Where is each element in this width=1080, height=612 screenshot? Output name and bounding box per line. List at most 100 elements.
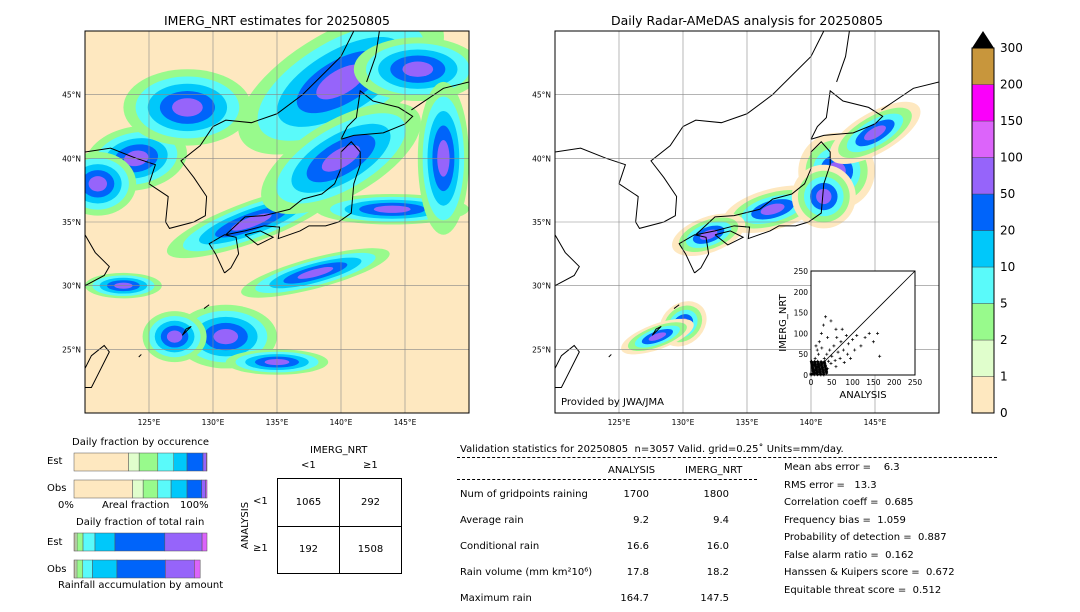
fraction-segment bbox=[157, 479, 172, 499]
occ-est-label: Est bbox=[47, 456, 63, 467]
fraction-segment bbox=[82, 532, 96, 552]
scatter-point bbox=[846, 352, 850, 356]
scatter-xlabel: ANALYSIS bbox=[839, 390, 886, 401]
colorbar-label: 0 bbox=[1000, 406, 1008, 420]
scatter-point bbox=[818, 367, 822, 371]
map-area bbox=[85, 31, 469, 413]
credit-label: Provided by JWA/JMA bbox=[561, 397, 664, 408]
coastline bbox=[555, 344, 580, 389]
stats-header: Validation statistics for 20250805 n=305… bbox=[460, 444, 844, 455]
scatter-point bbox=[844, 333, 848, 337]
col-header-lt1: <1 bbox=[301, 460, 316, 471]
scatter-point bbox=[816, 352, 820, 356]
scatter-point bbox=[810, 359, 814, 363]
scatter-point bbox=[878, 354, 882, 358]
fraction-segment bbox=[201, 532, 208, 552]
fraction-segment bbox=[74, 532, 78, 552]
colorbar-label: 1 bbox=[1000, 370, 1008, 384]
colorbar-label: 10 bbox=[1000, 260, 1015, 274]
occ-xlabel: Areal fraction bbox=[102, 500, 170, 511]
lon-tick-label: 135°E bbox=[736, 418, 759, 427]
rain-field bbox=[172, 98, 203, 117]
scatter-point bbox=[835, 336, 839, 340]
maps: 125°E 130°E 135°E 140°E 145°E 45°N 40°N 35°N 30°… bbox=[62, 30, 1023, 427]
scatter-point bbox=[813, 360, 817, 364]
lat-tick-label: 45°N bbox=[62, 91, 81, 100]
colorbar-segment bbox=[971, 303, 995, 341]
scatter-y-tick: 50 bbox=[798, 350, 808, 359]
scatter-inset: 00 50 50 100 100 150 150 200 200 250 250 ANALYSIS IM… bbox=[778, 267, 922, 401]
scatter-point bbox=[814, 366, 818, 370]
scatter-y-tick: 250 bbox=[794, 267, 809, 276]
fraction-segment bbox=[76, 532, 84, 552]
fraction-segment bbox=[157, 452, 174, 472]
lon-tick-label: 130°E bbox=[672, 418, 695, 427]
fraction-segment bbox=[128, 452, 140, 472]
stat-label: Rain volume (mm km²10⁶) bbox=[460, 567, 593, 578]
scatter-point bbox=[829, 319, 833, 323]
scatter-point bbox=[839, 340, 843, 344]
colorbar-segment bbox=[971, 193, 995, 231]
fraction-segment bbox=[114, 532, 166, 552]
scatter-point bbox=[815, 348, 819, 352]
coastline bbox=[340, 89, 414, 140]
colorbar-label: 5 bbox=[1000, 297, 1008, 311]
rain-field bbox=[816, 188, 832, 205]
score-item: Frequency bias = 1.059 bbox=[784, 514, 906, 526]
left-map-title: IMERG_NRT estimates for 20250805 bbox=[163, 13, 390, 28]
scatter-point bbox=[822, 356, 826, 360]
score-item: Mean abs error = 6.3 bbox=[784, 462, 900, 473]
scatter-point bbox=[809, 371, 813, 375]
scatter-point bbox=[841, 348, 845, 352]
col-header-ge1: ≥1 bbox=[363, 460, 378, 471]
scatter-x-tick: 50 bbox=[827, 378, 837, 387]
occ-x-left: 0% bbox=[58, 500, 74, 511]
fraction-segment bbox=[116, 559, 166, 579]
rain-obs-label: Obs bbox=[47, 564, 67, 575]
scatter-point bbox=[834, 327, 838, 331]
fraction-segment bbox=[92, 559, 118, 579]
fraction-segment bbox=[76, 559, 84, 579]
scatter-point bbox=[846, 342, 850, 346]
cell-hits-none: 1065 bbox=[295, 497, 322, 508]
lat-tick-label: 40°N bbox=[532, 154, 551, 163]
scatter-point bbox=[849, 356, 853, 360]
coastline bbox=[714, 230, 745, 246]
scatter-point bbox=[855, 333, 859, 337]
rain-xlabel: Rainfall accumulation by amount bbox=[58, 580, 224, 591]
row-header-lt1: <1 bbox=[253, 496, 268, 507]
map-area bbox=[555, 31, 939, 413]
scatter-point bbox=[830, 354, 834, 358]
rain-field bbox=[213, 328, 239, 345]
coastline bbox=[555, 234, 580, 287]
stat-analysis: 1700 bbox=[623, 489, 649, 500]
coastline bbox=[673, 304, 680, 309]
scatter-x-tick: 200 bbox=[887, 378, 902, 387]
scatter-point bbox=[871, 340, 875, 344]
diagonal-line bbox=[810, 270, 916, 376]
stats-col-imerg: IMERG_NRT bbox=[685, 465, 743, 476]
coastline bbox=[203, 304, 210, 309]
scatter-point bbox=[811, 367, 815, 371]
scatter-point bbox=[826, 336, 830, 340]
lat-tick-label: 30°N bbox=[532, 282, 551, 291]
coastline bbox=[881, 81, 939, 111]
scatter-y-tick: 150 bbox=[794, 309, 809, 318]
lat-tick-label: 45°N bbox=[532, 91, 551, 100]
scatter-x-tick: 0 bbox=[809, 378, 814, 387]
coastline bbox=[608, 354, 612, 358]
fraction-segment bbox=[138, 452, 159, 472]
scatter-point bbox=[824, 315, 828, 319]
score-item: Correlation coeff = 0.685 bbox=[784, 497, 914, 508]
colorbar-segment bbox=[971, 157, 995, 195]
scatter-point bbox=[834, 365, 838, 369]
scatter-point bbox=[813, 356, 817, 360]
contingency-row-title: ANALYSIS bbox=[240, 501, 252, 550]
scatter-point bbox=[814, 344, 818, 348]
fraction-segment bbox=[202, 452, 207, 472]
lat-tick-label: 25°N bbox=[62, 345, 81, 354]
coastline bbox=[181, 325, 192, 336]
fraction-segment bbox=[73, 452, 129, 472]
fraction-segment bbox=[194, 559, 201, 579]
fraction-segment bbox=[201, 479, 206, 499]
